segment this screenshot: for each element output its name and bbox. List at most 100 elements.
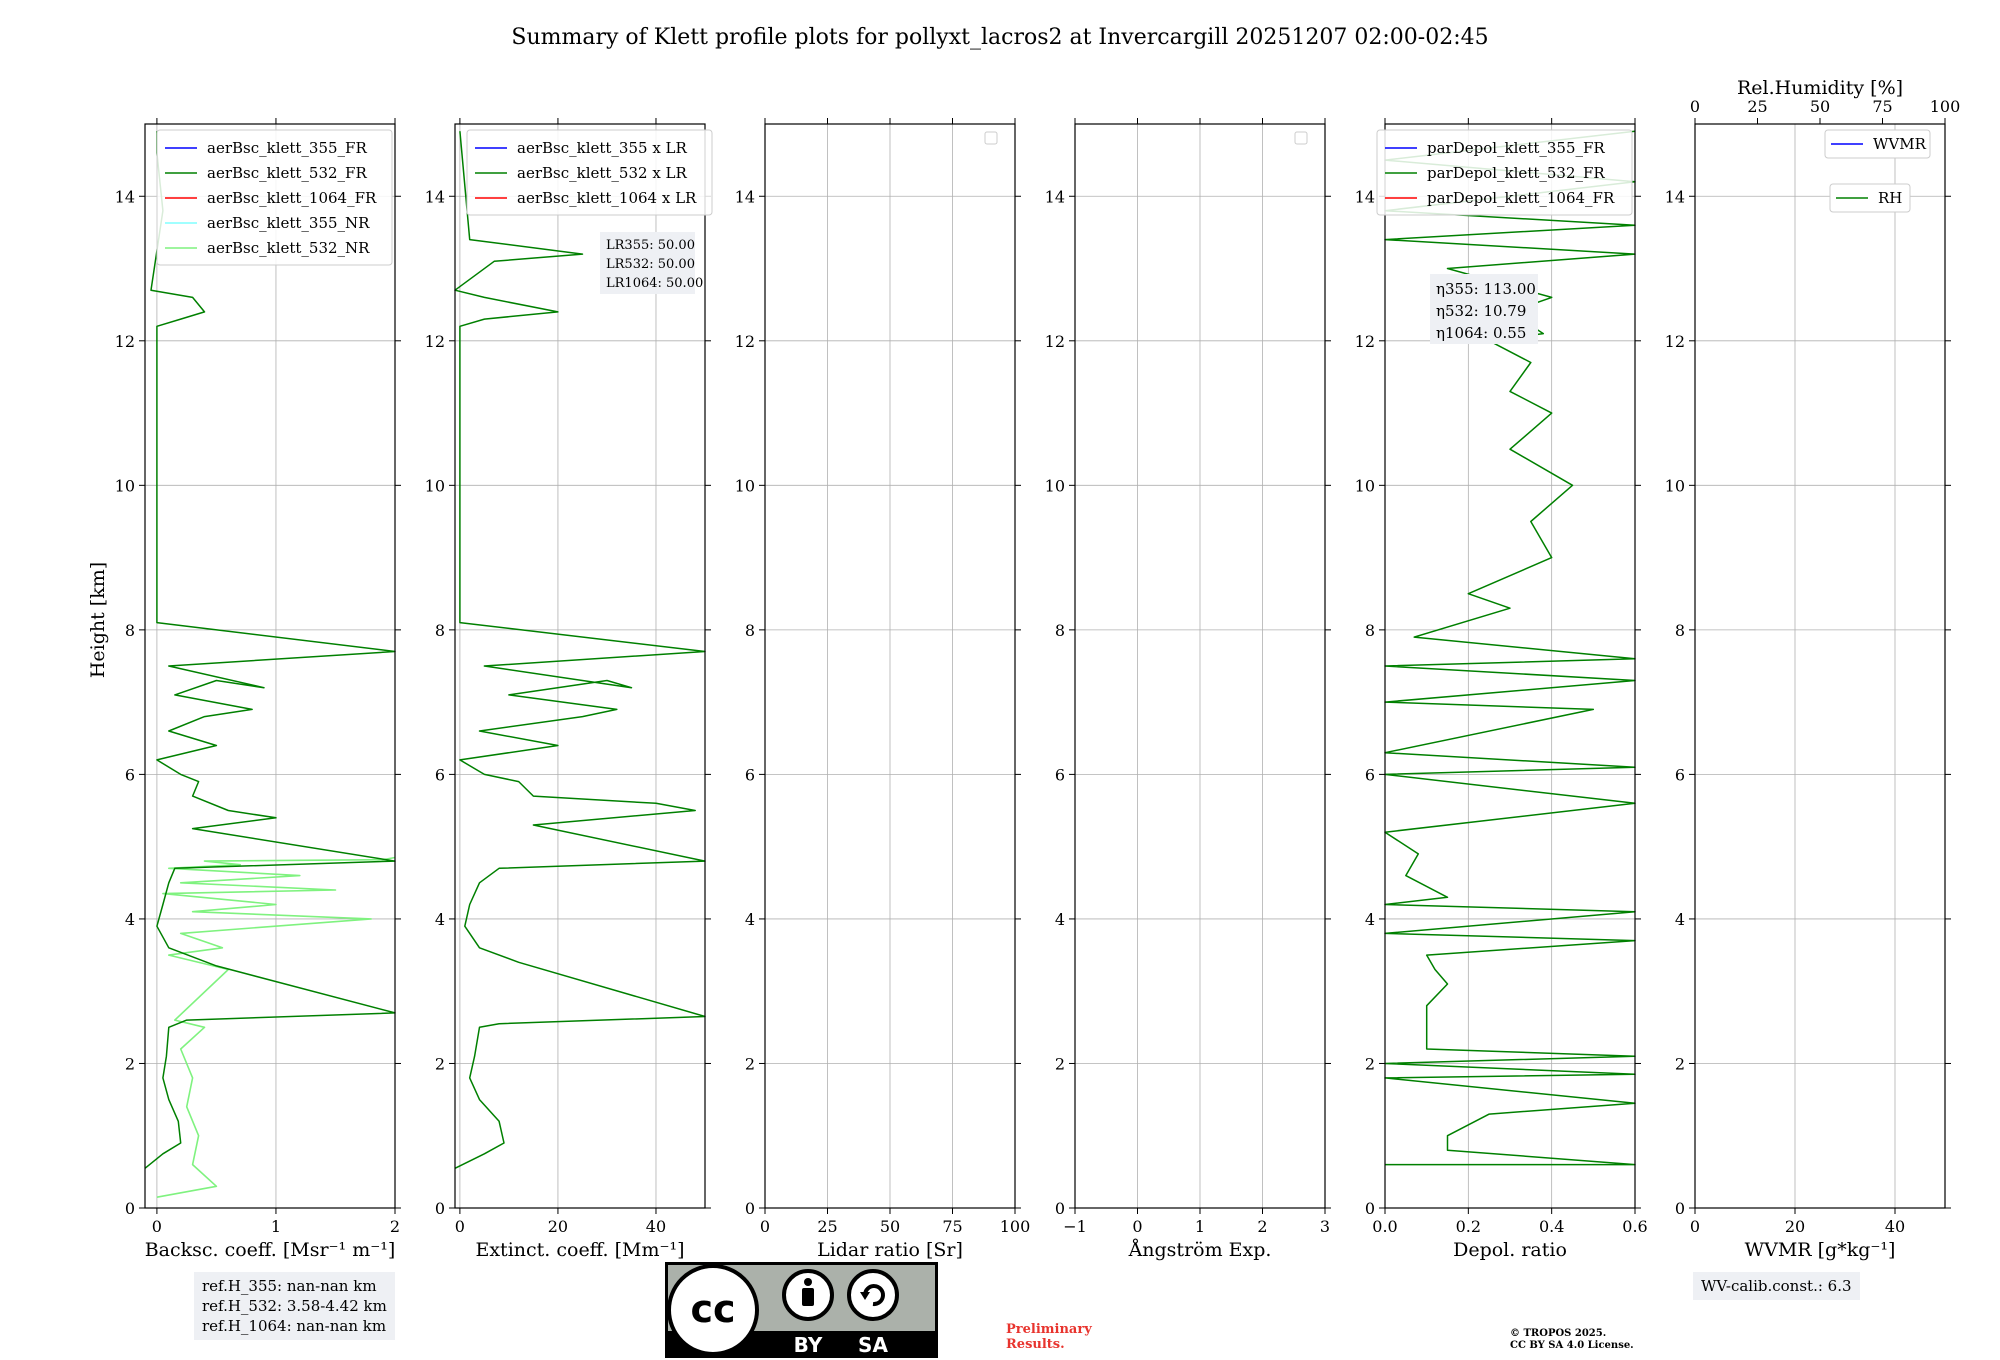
x-axis-label: Depol. ratio xyxy=(1453,1239,1567,1261)
y-tick-label: 0 xyxy=(125,1199,135,1218)
legend-label: aerBsc_klett_355 x LR xyxy=(517,139,688,157)
preliminary-line-2: Results. xyxy=(1006,1337,1065,1352)
y-tick-label: 12 xyxy=(1355,332,1375,351)
legend-box xyxy=(1829,183,1911,213)
x-axis-label: Ångström Exp. xyxy=(1128,1239,1272,1261)
x-tick-label: 3 xyxy=(1320,1217,1330,1236)
ref-h-355: ref.H_355: nan-nan km xyxy=(202,1277,377,1295)
x-tick-label: 40 xyxy=(1885,1217,1905,1236)
panel-6: 0 20 40 0 2 4 6 8 10 12 14 WVMR [g*kg⁻¹] 0 25 50 75 100 R… xyxy=(1665,77,1961,1261)
by-person-icon xyxy=(782,1269,834,1321)
top-tick-label: 0 xyxy=(1690,97,1700,116)
legend-label: aerBsc_klett_532_NR xyxy=(207,239,370,257)
ref-h-532: ref.H_532: 3.58-4.42 km xyxy=(202,1297,387,1315)
panel-frame xyxy=(454,123,706,1209)
y-axis-label: Height [km] xyxy=(87,562,109,678)
preliminary-line-1: Preliminary xyxy=(1006,1322,1092,1337)
y-tick-label: 14 xyxy=(1355,187,1375,206)
x-tick-label: 0.6 xyxy=(1622,1217,1647,1236)
figure-title: Summary of Klett profile plots for polly… xyxy=(511,25,1488,50)
x-tick-label: 20 xyxy=(1785,1217,1805,1236)
legend-label: parDepol_klett_355_FR xyxy=(1427,139,1605,157)
copyright-note: © TROPOS 2025. CC BY SA 4.0 License. xyxy=(1510,1328,1634,1352)
legend-label: aerBsc_klett_532 x LR xyxy=(517,164,688,182)
x-tick-label: 0 xyxy=(152,1217,162,1236)
y-tick-label: 8 xyxy=(745,621,755,640)
panel-2: 0 20 40 0 2 4 6 8 10 12 14 Extinct. coeff. [Mm⁻¹] ae… xyxy=(425,118,713,1261)
x-tick-label: 0 xyxy=(1690,1217,1700,1236)
y-tick-label: 14 xyxy=(1665,187,1685,206)
x-tick-label: 1 xyxy=(1195,1217,1205,1236)
y-tick-label: 8 xyxy=(1365,621,1375,640)
legend-label: aerBsc_klett_1064_FR xyxy=(207,189,377,207)
y-tick-label: 12 xyxy=(1665,332,1685,351)
annotation-line: η532: 10.79 xyxy=(1436,302,1526,320)
x-tick-label: 100 xyxy=(1000,1217,1031,1236)
annotation-box xyxy=(600,232,695,294)
y-tick-label: 14 xyxy=(115,187,135,206)
legend-label: RH xyxy=(1878,189,1902,207)
x-tick-label: 0 xyxy=(1132,1217,1142,1236)
y-tick-label: 2 xyxy=(745,1054,755,1073)
y-tick-label: 10 xyxy=(115,476,135,495)
x-tick-label: 2 xyxy=(1257,1217,1267,1236)
legend-box xyxy=(156,129,393,266)
y-tick-label: 10 xyxy=(1045,476,1065,495)
panel-5: 0.0 0.2 0.4 0.6 0 2 4 6 8 10 12 14 Depol. ratio parDe… xyxy=(1355,118,1648,1261)
y-tick-label: 4 xyxy=(435,910,445,929)
annotation-line: η1064: 0.55 xyxy=(1436,324,1526,342)
x-axis-label: WVMR [g*kg⁻¹] xyxy=(1745,1239,1896,1261)
y-tick-label: 8 xyxy=(1055,621,1065,640)
x-tick-label: 0.4 xyxy=(1539,1217,1564,1236)
legend-box xyxy=(466,129,713,216)
y-tick-label: 8 xyxy=(125,621,135,640)
y-tick-label: 0 xyxy=(1055,1199,1065,1218)
y-tick-label: 10 xyxy=(425,476,445,495)
y-tick-label: 12 xyxy=(735,332,755,351)
y-tick-label: 14 xyxy=(425,187,445,206)
empty-legend-box xyxy=(1294,131,1308,145)
legend-label: aerBsc_klett_1064 x LR xyxy=(517,189,697,207)
y-tick-label: 4 xyxy=(1675,910,1685,929)
series-line-aerBsc_klett_532 x LR xyxy=(454,131,706,1169)
y-tick-label: 12 xyxy=(425,332,445,351)
x-tick-label: 0 xyxy=(760,1217,770,1236)
x-tick-label: 0.0 xyxy=(1372,1217,1397,1236)
panel-frame xyxy=(144,123,396,1209)
y-tick-label: 4 xyxy=(1055,910,1065,929)
x-tick-label: 0 xyxy=(455,1217,465,1236)
x-tick-label: 2 xyxy=(390,1217,400,1236)
top-tick-label: 75 xyxy=(1872,97,1892,116)
y-tick-label: 4 xyxy=(1365,910,1375,929)
y-tick-label: 2 xyxy=(1675,1054,1685,1073)
cc-letters: cc xyxy=(690,1287,735,1331)
y-tick-label: 0 xyxy=(435,1199,445,1218)
y-tick-label: 10 xyxy=(1355,476,1375,495)
top-tick-label: 50 xyxy=(1810,97,1830,116)
legend-label: parDepol_klett_1064_FR xyxy=(1427,189,1615,207)
y-tick-label: 6 xyxy=(125,765,135,784)
preliminary-note: Preliminary Results. xyxy=(1006,1322,1092,1352)
y-tick-label: 8 xyxy=(1675,621,1685,640)
legend-label: aerBsc_klett_532_FR xyxy=(207,164,367,182)
x-tick-label: 20 xyxy=(548,1217,568,1236)
annotation-line: LR1064: 50.00 xyxy=(606,276,703,291)
y-tick-label: 14 xyxy=(735,187,755,206)
annotation-box xyxy=(1430,274,1538,344)
x-tick-label: −1 xyxy=(1063,1217,1087,1236)
y-tick-label: 10 xyxy=(1665,476,1685,495)
x-tick-label: 1 xyxy=(271,1217,281,1236)
legend-label: aerBsc_klett_355_FR xyxy=(207,139,367,157)
copyright-line-1: © TROPOS 2025. xyxy=(1510,1328,1607,1339)
x-axis-label: Lidar ratio [Sr] xyxy=(817,1239,963,1261)
y-tick-label: 4 xyxy=(125,910,135,929)
ref-h-1064: ref.H_1064: nan-nan km xyxy=(202,1317,387,1335)
y-tick-label: 8 xyxy=(435,621,445,640)
top-tick-label: 100 xyxy=(1930,97,1961,116)
y-tick-label: 2 xyxy=(1365,1054,1375,1073)
y-tick-label: 0 xyxy=(1365,1199,1375,1218)
y-tick-label: 6 xyxy=(435,765,445,784)
